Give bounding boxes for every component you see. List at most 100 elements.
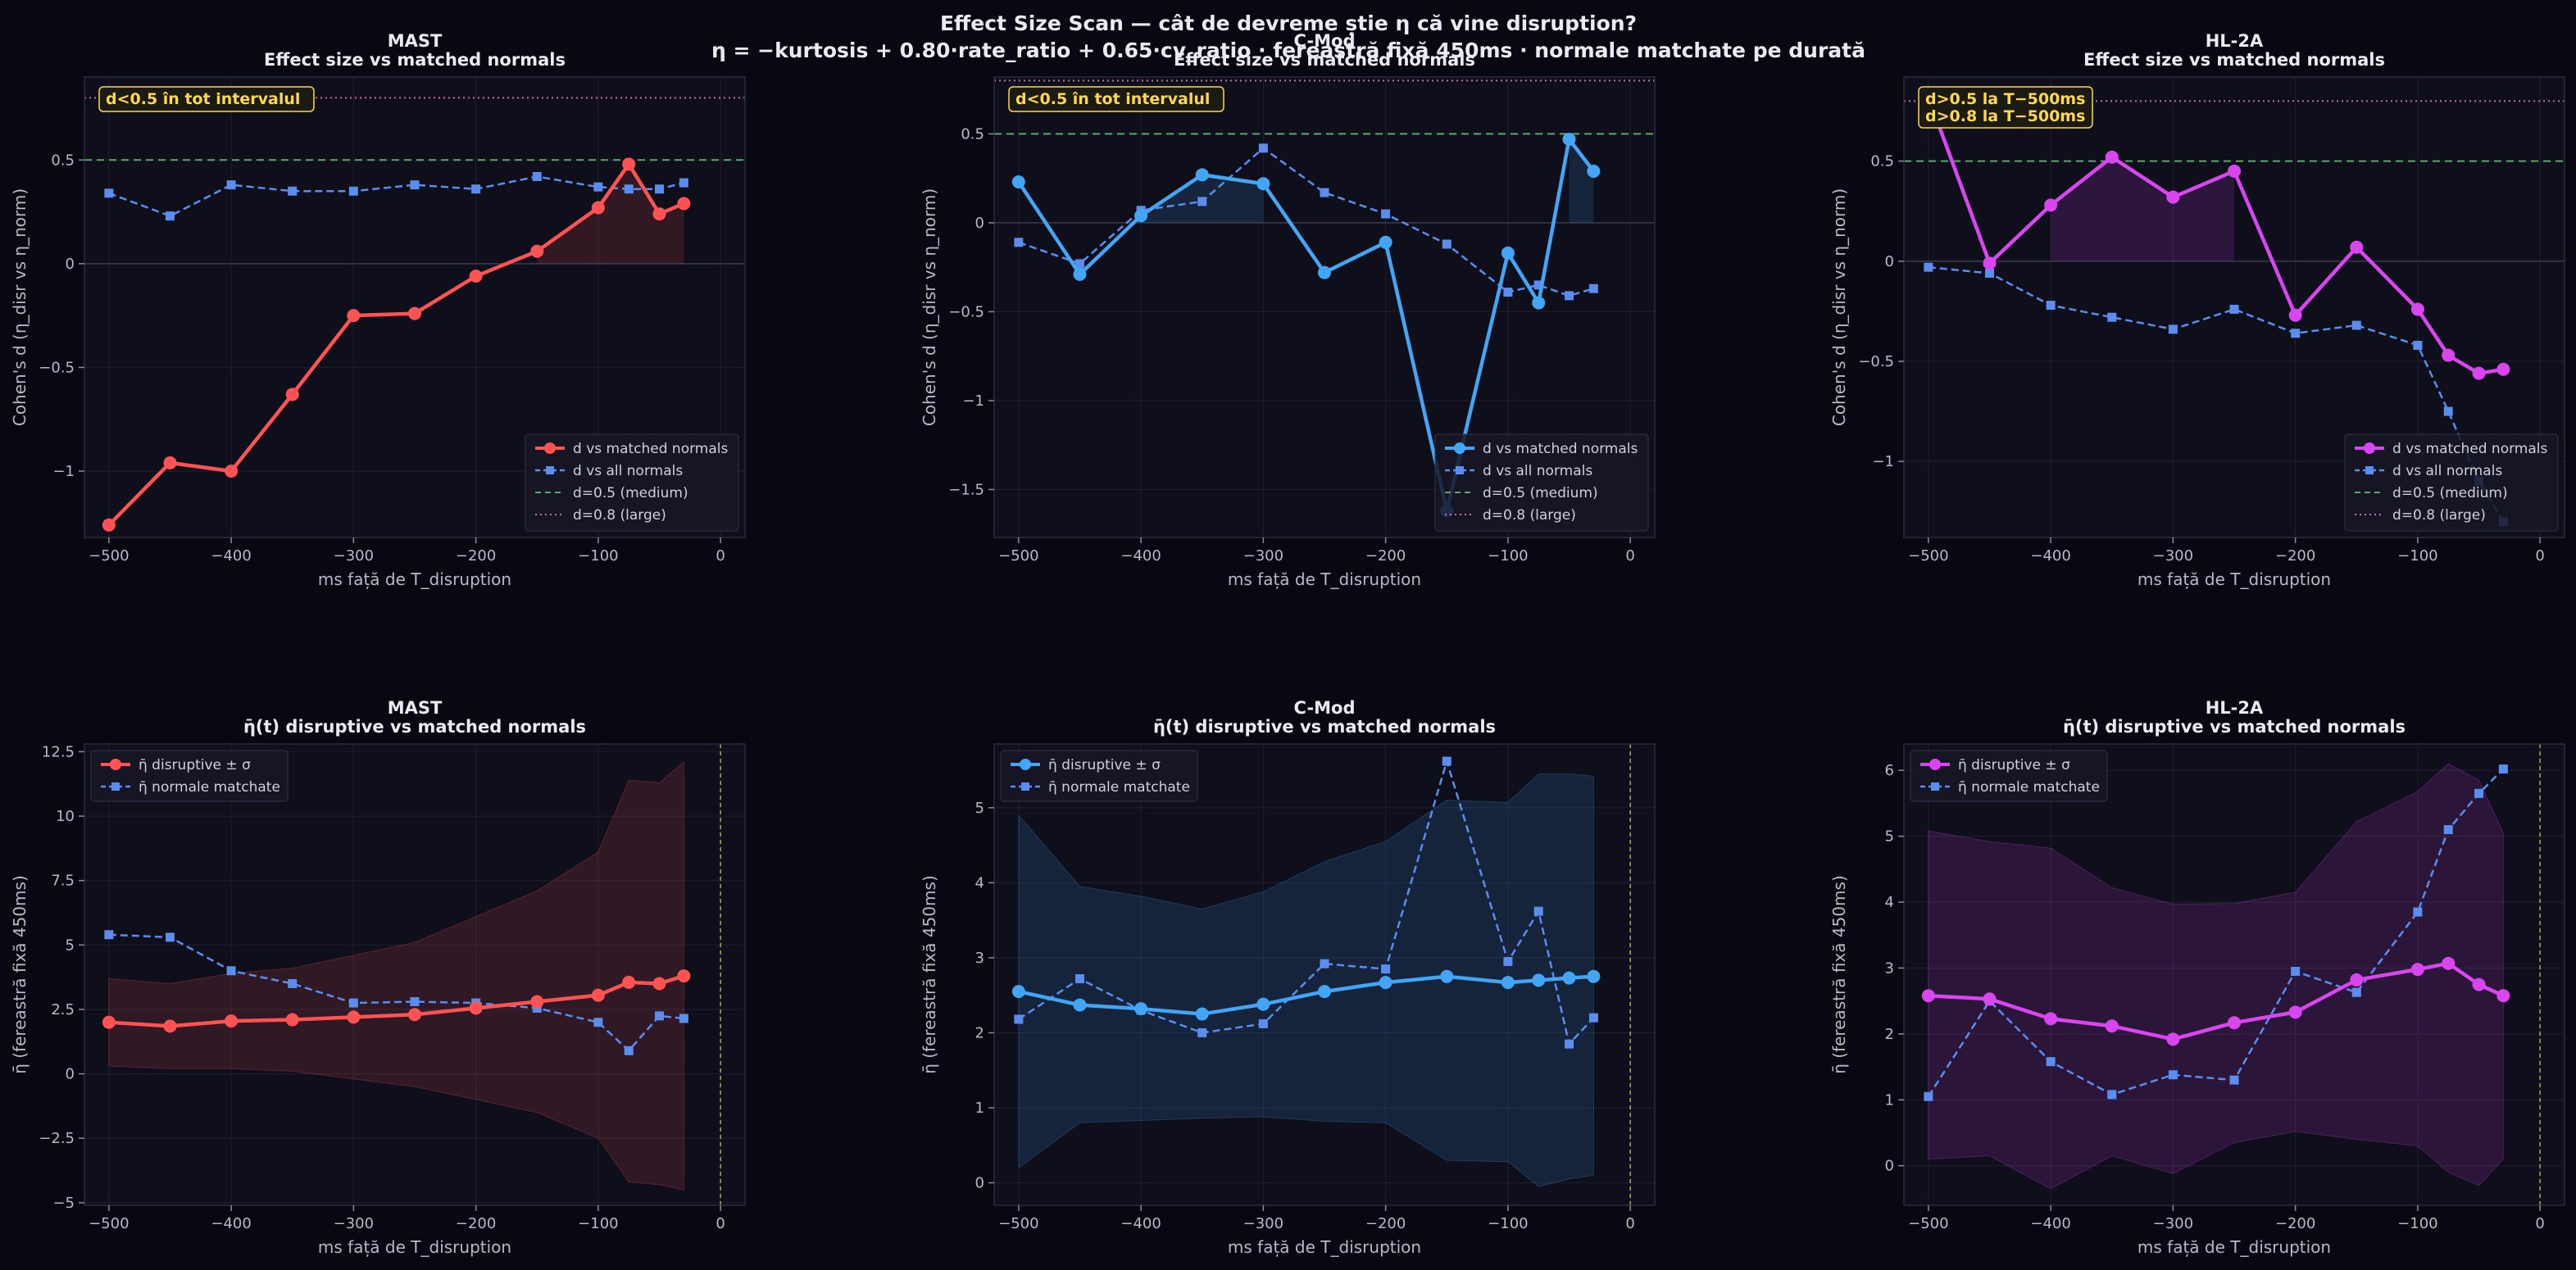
data-point-main [2496,362,2510,376]
data-point-main [2105,1019,2119,1033]
data-point-secondary [410,180,420,190]
x-tick-label: 0 [1625,1215,1634,1232]
data-point-main [530,995,544,1009]
y-tick-label: 0 [975,1175,984,1192]
data-point-secondary [679,178,688,188]
y-tick-label: 0 [66,256,75,273]
y-tick-label: 2 [1885,1026,1894,1043]
data-point-secondary [2046,301,2056,311]
plot-area [994,744,1655,1205]
data-point-main [225,1014,239,1028]
x-tick-label: −400 [1120,1215,1161,1232]
data-point-secondary [104,188,114,198]
axes-frame [993,743,1656,1206]
data-point-main [285,388,299,401]
data-point-secondary [1924,262,1933,272]
legend: η̄ disruptive ± σ η̄ normale matchate [90,750,288,802]
legend: d vs matched normals d vs all normals d=0.… [1434,433,1649,532]
axes-frame [993,76,1656,538]
legend-marker-main [1929,759,1941,770]
data-point-main [102,518,116,532]
data-point-main [2228,164,2241,178]
data-point-main [469,270,483,283]
legend-label: d vs all normals [2392,463,2502,479]
data-point-main [1379,976,1392,990]
data-point-secondary [593,1018,603,1027]
data-point-main [102,1015,116,1029]
plot-content [102,744,721,1205]
data-point-main [408,306,421,320]
data-point-secondary [1320,188,1329,197]
x-axis-label: ms față de T_disruption [2138,569,2331,589]
x-tick-label: −200 [2275,1215,2315,1232]
data-point-secondary [2291,966,2301,976]
legend-marker-main [110,759,121,770]
data-point-secondary [624,184,634,194]
data-point-secondary [1503,956,1513,966]
data-point-main [1983,256,1997,270]
data-point-main [2166,190,2180,204]
data-point-main [1011,985,1025,999]
data-point-main [1256,997,1270,1011]
axes-frame [1903,76,2565,538]
data-point-main [1440,969,1454,983]
annotation-text: d<0.5 în tot intervalul [106,90,300,108]
y-tick-label: 10 [56,808,75,825]
panel-subtitle: η̄(t) disruptive vs matched normals [2063,717,2406,737]
data-point-main [2472,366,2486,380]
y-tick-label: 3 [975,950,984,967]
data-point-main [652,977,666,991]
data-point-secondary [593,182,603,192]
data-point-main [1073,267,1087,281]
plot-area [84,744,745,1205]
legend-label: η̄ disruptive ± σ [1048,757,1161,773]
y-tick-label: 0.5 [961,125,984,143]
x-tick-label: −100 [578,1215,618,1232]
data-point-secondary [1014,1014,1024,1024]
legend-marker-main [1020,759,1031,770]
legend-box [525,433,739,532]
data-point-main [622,975,636,989]
data-point-secondary [1197,197,1207,206]
x-tick-label: −300 [2153,547,2193,565]
data-point-secondary [226,180,236,190]
y-axis-label: η̄ (fereastră fixă 450ms) [920,875,939,1074]
x-tick-label: −300 [2153,1215,2193,1232]
data-point-secondary [1442,239,1452,249]
data-point-main [1195,168,1209,182]
data-point-main [1256,177,1270,191]
x-tick-label: 0 [2535,1215,2544,1232]
data-point-main [2288,1005,2302,1019]
data-point-main [1195,1007,1209,1021]
x-tick-label: −500 [1908,547,1948,565]
panel-title-device: HL-2A [2206,698,2264,718]
annotation-box [1008,86,1224,112]
data-point-secondary [1381,209,1391,219]
y-tick-label: 4 [1885,894,1894,911]
axes-frame [84,743,746,1206]
x-tick-label: −100 [578,547,618,565]
shaded-region [1569,138,1594,223]
legend-label: d=0.5 (medium) [2392,485,2508,501]
legend-marker-secondary [1456,466,1464,474]
x-tick-label: 0 [1625,547,1634,565]
series-line-main [107,162,685,527]
data-point-main [347,309,361,323]
x-tick-label: −300 [1243,547,1283,565]
annotation-text: d>0.8 la T−500ms [1925,107,2085,125]
legend-label: d=0.8 (large) [1483,507,1576,524]
sigma-band [1018,773,1594,1187]
data-point-main [2228,1016,2241,1030]
panel-subtitle: η̄(t) disruptive vs matched normals [243,717,586,737]
axes-frame [84,76,746,538]
panel-title-device: C-Mod [1294,31,1356,51]
y-tick-label: 0.5 [51,152,75,169]
x-axis-label: ms față de T_disruption [2138,1237,2331,1257]
data-point-secondary [1074,974,1084,984]
y-tick-label: 5 [1885,828,1894,846]
y-tick-label: 12.5 [42,743,75,760]
data-point-secondary [1320,959,1329,968]
data-point-main [1983,992,1997,1006]
